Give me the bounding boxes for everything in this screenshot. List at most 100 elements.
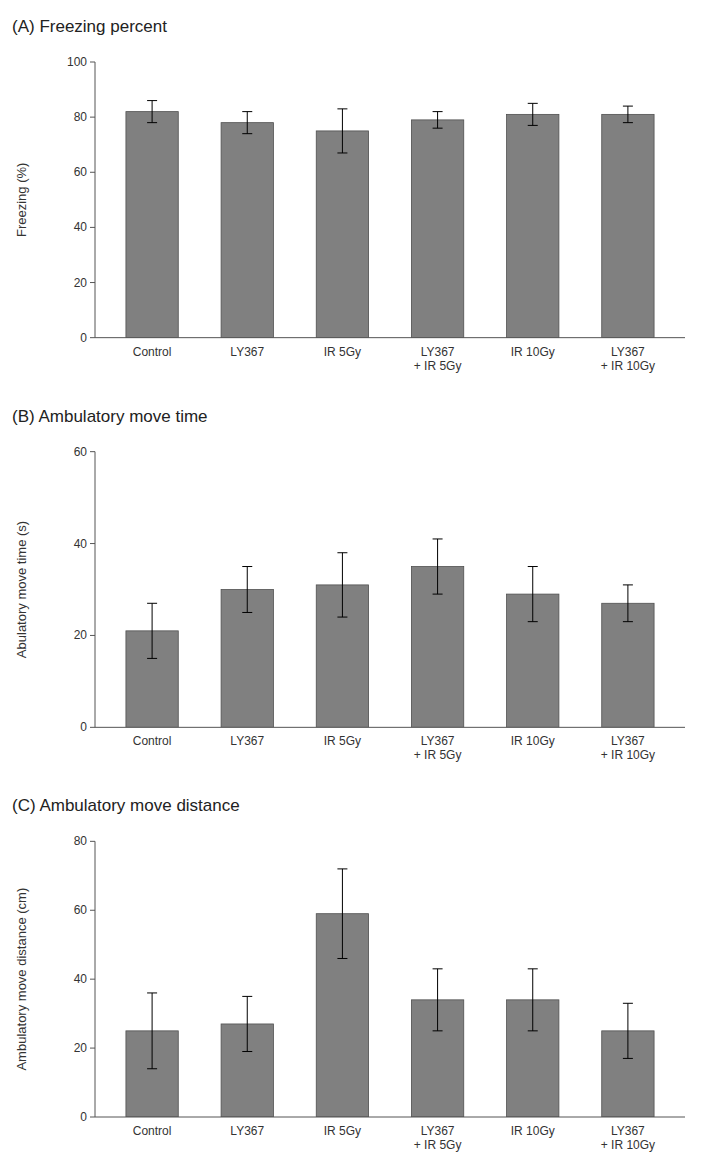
- error-bar: [433, 969, 443, 1031]
- y-tick: [90, 227, 95, 228]
- x-tick-label: Control: [133, 345, 172, 359]
- y-tick-label: 20: [74, 276, 88, 290]
- x-tick-label: IR 5Gy: [324, 345, 361, 359]
- x-tick-label-line: Control: [133, 734, 172, 748]
- y-axis-line: [95, 452, 96, 728]
- x-tick-label-line: LY367: [611, 1124, 645, 1138]
- y-tick: [90, 451, 95, 452]
- x-tick-label: Control: [133, 734, 172, 748]
- title: (A) Freezing percent: [12, 17, 167, 36]
- bar: [507, 114, 559, 337]
- panel: (A) Freezing percentFreezing (%)02040608…: [12, 17, 685, 373]
- error-bar: [433, 539, 443, 594]
- x-tick-label-line: + IR 10Gy: [601, 1138, 655, 1152]
- y-axis-line: [95, 841, 96, 1117]
- x-tick-label: Control: [133, 1124, 172, 1138]
- x-tick-label-line: + IR 10Gy: [601, 748, 655, 762]
- error-bar: [623, 1003, 633, 1058]
- y-tick-label: 40: [74, 537, 88, 551]
- x-tick-label: LY367+ IR 10Gy: [601, 734, 655, 762]
- x-tick-label-line: Control: [133, 345, 172, 359]
- y-tick-label: 20: [74, 1041, 88, 1055]
- x-tick-label-line: LY367: [421, 1124, 455, 1138]
- error-bar: [433, 112, 443, 129]
- x-tick-label-line: LY367: [421, 734, 455, 748]
- y-axis-label: Ambulatory move distance (cm): [14, 888, 29, 1071]
- error-bar: [147, 101, 157, 123]
- marks: [126, 539, 654, 727]
- y-tick: [90, 543, 95, 544]
- y-tick-label: 60: [74, 903, 88, 917]
- panel: (B) Ambulatory move timeAbulatory move t…: [12, 407, 685, 763]
- error-bar: [147, 993, 157, 1069]
- x-tick-label-line: + IR 5Gy: [414, 748, 462, 762]
- y-tick: [90, 282, 95, 283]
- x-tick-label: IR 5Gy: [324, 1124, 361, 1138]
- y-tick-label: 100: [67, 55, 87, 69]
- error-bar: [528, 103, 538, 125]
- error-bar: [623, 585, 633, 622]
- bar: [316, 131, 368, 338]
- error-bar: [337, 109, 347, 153]
- x-axis-line: [95, 1117, 685, 1118]
- y-tick-label: 0: [80, 720, 87, 734]
- y-tick-label: 80: [74, 110, 88, 124]
- x-tick-label-line: LY367: [421, 345, 455, 359]
- y-tick-label: 40: [74, 220, 88, 234]
- error-bar: [337, 869, 347, 959]
- error-bar: [242, 567, 252, 613]
- x-axis-line: [95, 337, 685, 338]
- x-tick-label: LY367+ IR 5Gy: [414, 1124, 462, 1152]
- y-tick-label: 0: [80, 1110, 87, 1124]
- y-tick: [90, 727, 95, 728]
- x-axis-line: [95, 727, 685, 728]
- y-tick: [90, 62, 95, 63]
- marks: [126, 101, 654, 338]
- x-tick-label-line: IR 5Gy: [324, 734, 361, 748]
- y-axis-label: Abulatory move time (s): [14, 521, 29, 658]
- error-bar: [242, 112, 252, 134]
- x-tick-label-line: LY367: [230, 734, 264, 748]
- x-tick-label-line: + IR 5Gy: [414, 359, 462, 373]
- bar: [602, 114, 654, 337]
- error-bar: [623, 106, 633, 123]
- x-tick-label: IR 5Gy: [324, 734, 361, 748]
- y-tick: [90, 337, 95, 338]
- x-tick-label: IR 10Gy: [511, 345, 555, 359]
- y-tick-label: 80: [74, 834, 88, 848]
- x-tick-label-line: LY367: [230, 1124, 264, 1138]
- x-tick-label: LY367+ IR 10Gy: [601, 345, 655, 373]
- x-tick-label-line: LY367: [230, 345, 264, 359]
- y-tick: [90, 117, 95, 118]
- y-tick: [90, 172, 95, 173]
- y-axis-line: [95, 62, 96, 338]
- panel: (C) Ambulatory move distanceAmbulatory m…: [12, 796, 685, 1152]
- x-tick-label-line: Control: [133, 1124, 172, 1138]
- x-tick-label: LY367: [230, 1124, 264, 1138]
- x-tick-label-line: IR 10Gy: [511, 734, 555, 748]
- error-bar: [528, 567, 538, 622]
- chart-container: (A) Freezing percentFreezing (%)02040608…: [0, 0, 705, 1169]
- y-tick: [90, 979, 95, 980]
- x-tick-label: LY367: [230, 734, 264, 748]
- y-tick-label: 60: [74, 445, 88, 459]
- x-tick-label-line: IR 5Gy: [324, 345, 361, 359]
- bar: [221, 123, 273, 338]
- y-tick-label: 20: [74, 628, 88, 642]
- x-tick-label-line: IR 10Gy: [511, 1124, 555, 1138]
- x-tick-label-line: LY367: [611, 734, 645, 748]
- y-tick-label: 60: [74, 165, 88, 179]
- bar: [411, 120, 463, 338]
- error-bar: [242, 996, 252, 1051]
- x-tick-label-line: LY367: [611, 345, 645, 359]
- error-bar: [528, 969, 538, 1031]
- y-tick: [90, 1117, 95, 1118]
- y-tick-label: 40: [74, 972, 88, 986]
- x-tick-label: LY367+ IR 5Gy: [414, 734, 462, 762]
- x-tick-label-line: IR 5Gy: [324, 1124, 361, 1138]
- y-tick: [90, 635, 95, 636]
- chart-svg: (A) Freezing percentFreezing (%)02040608…: [0, 0, 705, 1169]
- x-tick-label-line: + IR 5Gy: [414, 1138, 462, 1152]
- x-tick-label: LY367: [230, 345, 264, 359]
- error-bar: [147, 603, 157, 658]
